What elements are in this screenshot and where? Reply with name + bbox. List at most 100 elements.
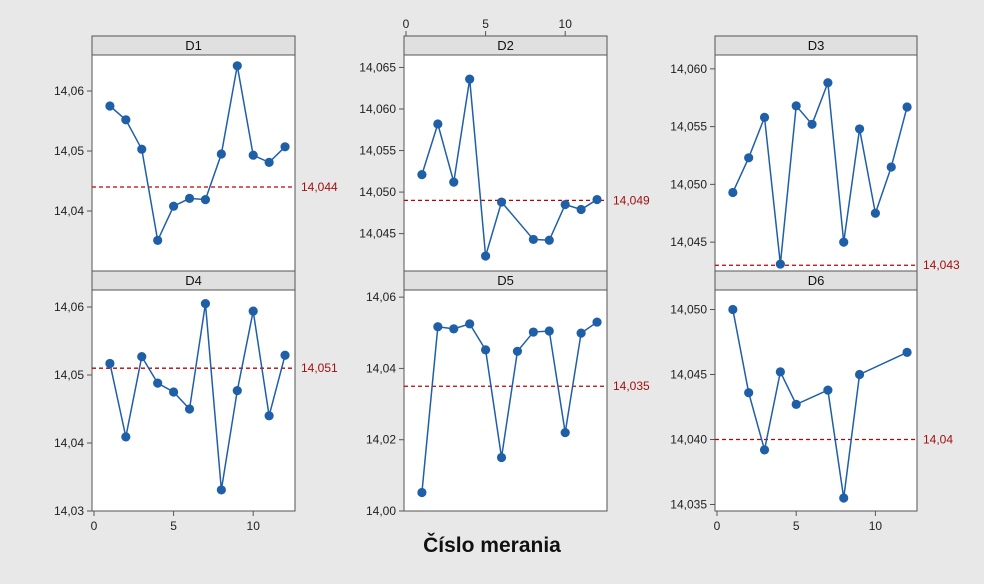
data-point [216, 485, 226, 495]
reference-label: 14,049 [613, 193, 650, 207]
panel-d4: D4 14,03 14,04 14,05 14,06 0 5 10 14,051 [54, 270, 338, 533]
data-point [592, 317, 602, 327]
data-point [839, 237, 849, 247]
y-tick-label: 14,06 [366, 290, 396, 304]
panel-d2: D2 14,045 14,050 14,055 14,060 14,065 0 5 10 14,0… [359, 17, 650, 272]
data-point [248, 150, 258, 160]
data-point [775, 367, 785, 377]
data-point [576, 328, 586, 338]
x-tick-label: 0 [714, 519, 721, 533]
data-point [184, 404, 195, 414]
y-tick-label: 14,060 [670, 62, 707, 76]
reference-label: 14,043 [923, 258, 960, 272]
y-tick-label: 14,045 [670, 235, 707, 249]
panel-strip [403, 270, 608, 291]
data-point [153, 378, 163, 388]
x-tick-label: 10 [559, 17, 573, 31]
data-point [465, 319, 475, 329]
data-point [216, 149, 226, 159]
y-tick-label: 14,065 [359, 60, 396, 74]
y-tick-label: 14,04 [54, 436, 84, 450]
data-point [902, 347, 912, 357]
data-point [759, 445, 770, 455]
data-point [248, 306, 258, 316]
data-point [184, 193, 195, 203]
data-point [137, 352, 147, 362]
y-tick-label: 14,05 [54, 144, 84, 158]
panel-d6: D6 14,035 14,040 14,045 14,050 0 5 10 14,04 [670, 270, 953, 533]
panel-title: D6 [808, 273, 825, 288]
data-point [728, 187, 738, 198]
data-point [902, 102, 912, 112]
y-tick-label: 14,060 [359, 102, 396, 116]
data-point [121, 432, 131, 442]
y-tick-label: 14,00 [366, 504, 396, 518]
data-point [200, 195, 211, 205]
data-point [744, 153, 754, 163]
panel-strip [714, 270, 918, 291]
data-point [512, 346, 523, 356]
panel-d5: D5 14,00 14,02 14,04 14,06 14,035 [366, 270, 650, 518]
y-tick-label: 14,050 [670, 303, 707, 317]
y-tick-label: 14,02 [366, 433, 396, 447]
panel-title: D2 [497, 38, 514, 53]
data-point [105, 358, 115, 369]
data-point [121, 115, 131, 125]
data-point [544, 326, 554, 336]
series-line [732, 82, 908, 265]
y-tick-label: 14,06 [54, 84, 84, 98]
y-tick-label: 14,050 [359, 185, 396, 199]
data-point [496, 452, 507, 463]
x-tick-label: 10 [247, 519, 261, 533]
data-point [854, 369, 865, 380]
panel-title: D4 [185, 273, 202, 288]
y-tick-label: 14,045 [359, 227, 396, 241]
panel-strip [91, 270, 296, 291]
reference-label: 14,051 [301, 361, 338, 375]
x-axis-label: Číslo merania [423, 534, 561, 557]
data-point [823, 385, 833, 395]
data-point [592, 194, 602, 205]
data-point [153, 235, 163, 245]
series-line [109, 303, 286, 491]
data-point [807, 119, 817, 129]
y-tick-label: 14,05 [54, 368, 84, 382]
data-point [759, 112, 770, 122]
panel-title: D1 [185, 38, 202, 53]
data-point [169, 387, 179, 397]
data-point [280, 142, 290, 152]
data-point [839, 493, 849, 503]
y-tick-label: 14,045 [670, 368, 707, 382]
panel-title: D5 [497, 273, 514, 288]
plot-area [91, 289, 296, 512]
x-tick-label: 5 [170, 519, 177, 533]
reference-label: 14,04 [923, 433, 953, 447]
data-point [200, 299, 211, 309]
x-tick-label: 5 [482, 17, 489, 31]
data-point [449, 324, 459, 334]
y-tick-label: 14,055 [359, 144, 396, 158]
plot-area [403, 289, 608, 512]
data-point [744, 388, 754, 398]
data-point [433, 322, 443, 332]
panel-strip [403, 35, 608, 56]
y-tick-label: 14,055 [670, 120, 707, 134]
reference-label: 14,044 [301, 180, 338, 194]
data-point [449, 177, 459, 187]
y-tick-label: 14,04 [54, 204, 84, 218]
x-tick-label: 5 [793, 519, 800, 533]
panel-d3: D3 14,045 14,050 14,055 14,060 14,043 [670, 35, 960, 272]
data-point [105, 101, 115, 111]
y-tick-label: 14,035 [670, 498, 707, 512]
data-point [544, 235, 554, 245]
data-point [791, 399, 801, 409]
data-point [528, 327, 538, 337]
y-tick-label: 14,050 [670, 177, 707, 191]
y-tick-label: 14,03 [54, 504, 84, 518]
data-point [560, 199, 570, 210]
data-point [417, 170, 427, 180]
data-point [886, 162, 896, 172]
data-point [232, 386, 242, 396]
data-point [433, 119, 443, 129]
